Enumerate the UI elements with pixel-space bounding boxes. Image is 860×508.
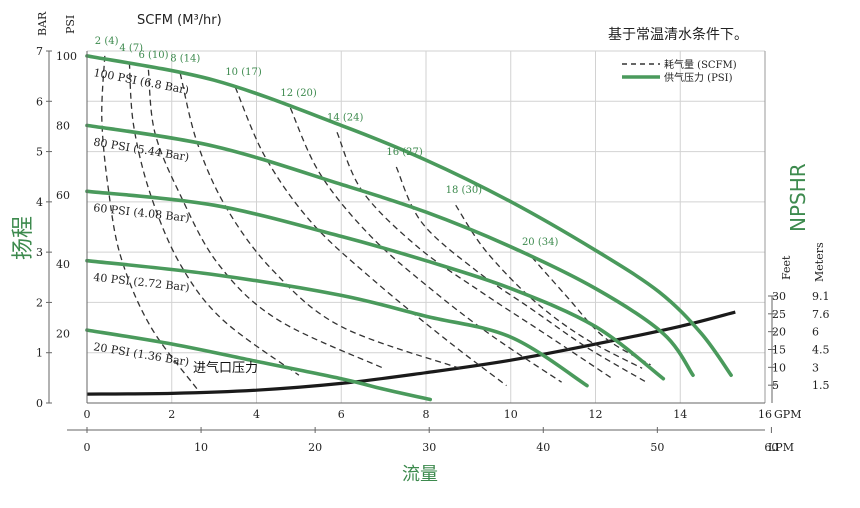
bar-tick-label: 2	[36, 296, 43, 309]
scfm-curve	[101, 55, 198, 390]
gpm-tick-label: 2	[168, 408, 175, 421]
meters-tick-label: 4.5	[812, 344, 830, 357]
legend-scfm-label: 耗气量 (SCFM)	[664, 58, 737, 71]
psi-tick-label: 20	[56, 328, 70, 341]
scfm-layer	[101, 55, 651, 390]
pressure-curve-label: 60 PSI (4.08 Bar)	[93, 201, 191, 224]
meters-axis-label: Meters	[813, 242, 826, 282]
psi-axis-label: PSI	[64, 15, 77, 34]
meters-tick-label: 9.1	[812, 290, 830, 303]
bar-tick-label: 4	[36, 196, 43, 209]
feet-axis-label: Feet	[780, 255, 793, 280]
bar-tick-label: 3	[36, 246, 43, 259]
gpm-tick-label: 14	[673, 408, 687, 421]
lpm-tick-label: 40	[536, 441, 550, 454]
gpm-tick-label: 0	[84, 408, 91, 421]
psi-tick-label: 60	[56, 189, 70, 202]
bar-tick-label: 7	[36, 45, 43, 58]
pressure-curve	[85, 258, 589, 388]
scfm-curve-label: 4 (7)	[119, 43, 143, 54]
scfm-curve-label: 14 (24)	[327, 112, 364, 123]
y2-axis-title: NPSHR	[786, 163, 810, 232]
scfm-curve	[289, 107, 562, 383]
bar-tick-label: 6	[36, 95, 43, 108]
y-axis-title: 扬程	[11, 216, 36, 260]
npsh-layer	[86, 310, 736, 396]
pressure-curve	[85, 328, 432, 402]
scfm-curve	[455, 204, 643, 369]
feet-tick-label: 5	[772, 379, 779, 392]
psi-tick-label: 80	[56, 119, 70, 132]
feet-tick-label: 25	[772, 308, 786, 321]
legend-psi-label: 供气压力 (PSI)	[664, 71, 733, 84]
scfm-curve-label: 16 (27)	[386, 147, 423, 158]
condition-note: 基于常温清水条件下。	[608, 26, 748, 43]
bar-tick-label: 1	[36, 347, 43, 360]
pressure-curve-label: 40 PSI (2.72 Bar)	[93, 271, 191, 294]
scfm-curve-label: 6 (10)	[138, 50, 168, 61]
pressure-layer	[85, 54, 733, 402]
feet-tick-label: 10	[772, 361, 786, 374]
lpm-tick-label: 0	[84, 441, 91, 454]
grid-lines	[86, 50, 766, 404]
gpm-tick-label: 10	[504, 408, 518, 421]
feet-tick-label: 15	[772, 344, 786, 357]
pressure-curve	[85, 123, 695, 377]
axes-layer	[46, 50, 776, 433]
scfm-curve	[147, 69, 384, 369]
npsh-curve-label: 进气口压力	[193, 360, 258, 376]
scfm-curve-label: 2 (4)	[95, 36, 119, 47]
gpm-tick-label: 12	[589, 408, 603, 421]
lpm-tick-label: 60	[764, 441, 778, 454]
lpm-tick-label: 50	[650, 441, 664, 454]
bar-axis-label: BAR	[36, 11, 49, 36]
scfm-curve-label: 8 (14)	[170, 53, 200, 64]
gpm-tick-label: 16	[758, 408, 772, 421]
meters-tick-label: 7.6	[812, 308, 830, 321]
pressure-curve	[85, 189, 666, 381]
gpm-tick-label: 8	[423, 408, 430, 421]
scfm-curve-label: 10 (17)	[225, 67, 262, 78]
gpm-tick-label: 6	[338, 408, 345, 421]
scfm-header: SCFM (M³/hr)	[137, 13, 222, 28]
scfm-curve-label: 18 (30)	[446, 185, 483, 196]
pressure-curve	[85, 54, 733, 377]
scfm-curve-label: 12 (20)	[280, 88, 317, 99]
meters-tick-label: 1.5	[812, 379, 830, 392]
feet-tick-label: 20	[772, 326, 786, 339]
lpm-unit-label: LPM	[768, 441, 794, 454]
scfm-curve	[234, 86, 507, 387]
psi-tick-label: 40	[56, 258, 70, 271]
feet-tick-label: 30	[772, 290, 786, 303]
bar-tick-label: 5	[36, 146, 43, 159]
lpm-tick-label: 20	[308, 441, 322, 454]
meters-tick-label: 6	[812, 326, 819, 339]
scfm-curve	[531, 256, 651, 366]
scfm-curve-label: 20 (34)	[522, 237, 559, 248]
bar-tick-label: 0	[36, 397, 43, 410]
gpm-unit-label: GPM	[774, 408, 801, 421]
scfm-curve	[395, 166, 647, 383]
psi-tick-label: 100	[56, 50, 77, 63]
npsh-curve	[86, 310, 736, 396]
x-axis-title: 流量	[402, 464, 438, 485]
scfm-curve	[179, 73, 461, 369]
lpm-tick-label: 30	[422, 441, 436, 454]
meters-tick-label: 3	[812, 361, 819, 374]
gpm-tick-label: 4	[253, 408, 260, 421]
scfm-curve	[128, 62, 300, 376]
scfm-curve	[336, 132, 613, 380]
lpm-tick-label: 10	[194, 441, 208, 454]
